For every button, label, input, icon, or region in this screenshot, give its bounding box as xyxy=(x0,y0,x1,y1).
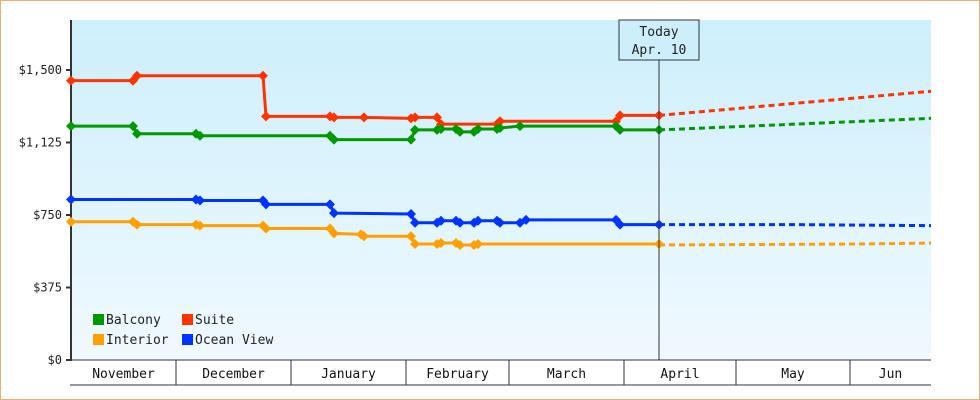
legend-label: Balcony xyxy=(106,313,161,328)
x-axis: November December January February March Apri… xyxy=(70,359,931,386)
data-point-marker[interactable] xyxy=(410,112,420,123)
data-point-marker[interactable] xyxy=(128,121,138,132)
legend: Balcony Suite Interior Ocean View xyxy=(93,313,273,348)
data-point-marker[interactable] xyxy=(132,128,142,139)
data-point-marker[interactable] xyxy=(406,134,416,145)
legend-item-interior[interactable]: Interior xyxy=(93,333,169,348)
legend-swatch xyxy=(182,334,193,345)
data-point-marker[interactable] xyxy=(436,215,446,226)
legend-swatch xyxy=(182,314,193,325)
forecast-line xyxy=(658,116,932,132)
data-point-marker[interactable] xyxy=(615,110,625,121)
today-marker: Today Apr. 10 xyxy=(618,19,700,360)
data-point-marker[interactable] xyxy=(455,239,465,250)
data-point-marker[interactable] xyxy=(66,194,76,205)
forecast-line xyxy=(658,241,932,247)
data-point-marker[interactable] xyxy=(261,199,271,210)
data-point-marker[interactable] xyxy=(329,134,339,145)
forecast-line xyxy=(658,89,932,117)
data-point-marker[interactable] xyxy=(329,112,339,123)
data-point-marker[interactable] xyxy=(521,214,531,225)
y-tick-label: $1,500 xyxy=(19,63,62,77)
y-tick-label: $0 xyxy=(48,353,62,367)
data-point-marker[interactable] xyxy=(66,216,76,227)
y-axis: $0 $375 $750 $1,125 $1,500 xyxy=(19,20,72,367)
data-point-marker[interactable] xyxy=(195,195,205,206)
data-point-marker[interactable] xyxy=(615,124,625,135)
series-lines xyxy=(66,70,932,250)
data-point-marker[interactable] xyxy=(329,228,339,239)
data-point-marker[interactable] xyxy=(495,123,505,133)
data-point-marker[interactable] xyxy=(132,219,142,230)
legend-swatch xyxy=(93,314,104,325)
month-label: March xyxy=(547,367,586,382)
data-point-marker[interactable] xyxy=(410,239,420,249)
data-point-marker[interactable] xyxy=(195,220,205,231)
data-point-marker[interactable] xyxy=(436,123,446,134)
plot-area xyxy=(71,20,931,360)
data-point-marker[interactable] xyxy=(329,208,339,219)
legend-label: Interior xyxy=(106,333,169,348)
data-point-marker[interactable] xyxy=(473,239,483,249)
data-point-marker[interactable] xyxy=(495,116,505,127)
data-point-marker[interactable] xyxy=(436,238,446,249)
data-point-marker[interactable] xyxy=(473,215,483,226)
data-point-marker[interactable] xyxy=(406,209,416,220)
data-point-marker[interactable] xyxy=(455,126,465,137)
series-ocean-view xyxy=(66,194,932,230)
series-interior xyxy=(66,216,932,250)
series-balcony xyxy=(66,116,932,145)
data-point-marker[interactable] xyxy=(66,121,76,132)
data-point-marker[interactable] xyxy=(473,123,483,134)
data-point-marker[interactable] xyxy=(132,70,142,81)
month-label: January xyxy=(321,367,376,382)
data-point-marker[interactable] xyxy=(406,231,416,242)
data-point-marker[interactable] xyxy=(359,112,369,123)
y-tick-label: $1,125 xyxy=(19,136,62,150)
legend-swatch xyxy=(93,334,104,345)
today-date: Apr. 10 xyxy=(632,43,687,58)
data-point-marker[interactable] xyxy=(195,130,205,141)
today-label-box xyxy=(618,19,700,61)
month-label: February xyxy=(426,367,489,382)
data-point-marker[interactable] xyxy=(66,75,76,86)
y-tick-label: $375 xyxy=(33,281,62,295)
legend-item-ocean-view[interactable]: Ocean View xyxy=(182,333,273,348)
legend-label: Ocean View xyxy=(195,333,273,348)
month-label: November xyxy=(92,367,155,382)
forecast-line xyxy=(659,223,932,228)
data-point-marker[interactable] xyxy=(410,217,420,228)
month-label: April xyxy=(660,367,699,382)
data-point-marker[interactable] xyxy=(495,217,505,228)
today-label: Today xyxy=(639,25,678,40)
data-point-marker[interactable] xyxy=(515,121,525,132)
data-point-marker[interactable] xyxy=(325,199,335,210)
data-point-marker[interactable] xyxy=(410,124,420,135)
data-point-marker[interactable] xyxy=(432,112,442,123)
month-label: December xyxy=(202,367,265,382)
month-label: May xyxy=(781,367,805,382)
legend-label: Suite xyxy=(195,313,234,328)
data-point-marker[interactable] xyxy=(359,231,369,242)
data-point-marker[interactable] xyxy=(258,70,268,81)
y-tick-label: $750 xyxy=(33,208,62,222)
data-point-marker[interactable] xyxy=(261,111,271,122)
legend-item-balcony[interactable]: Balcony xyxy=(93,313,161,328)
month-label: Jun xyxy=(879,367,902,382)
data-point-marker[interactable] xyxy=(615,219,625,230)
legend-item-suite[interactable]: Suite xyxy=(182,313,234,328)
series-suite xyxy=(66,70,932,130)
data-point-marker[interactable] xyxy=(455,217,465,228)
data-point-marker[interactable] xyxy=(261,223,271,234)
